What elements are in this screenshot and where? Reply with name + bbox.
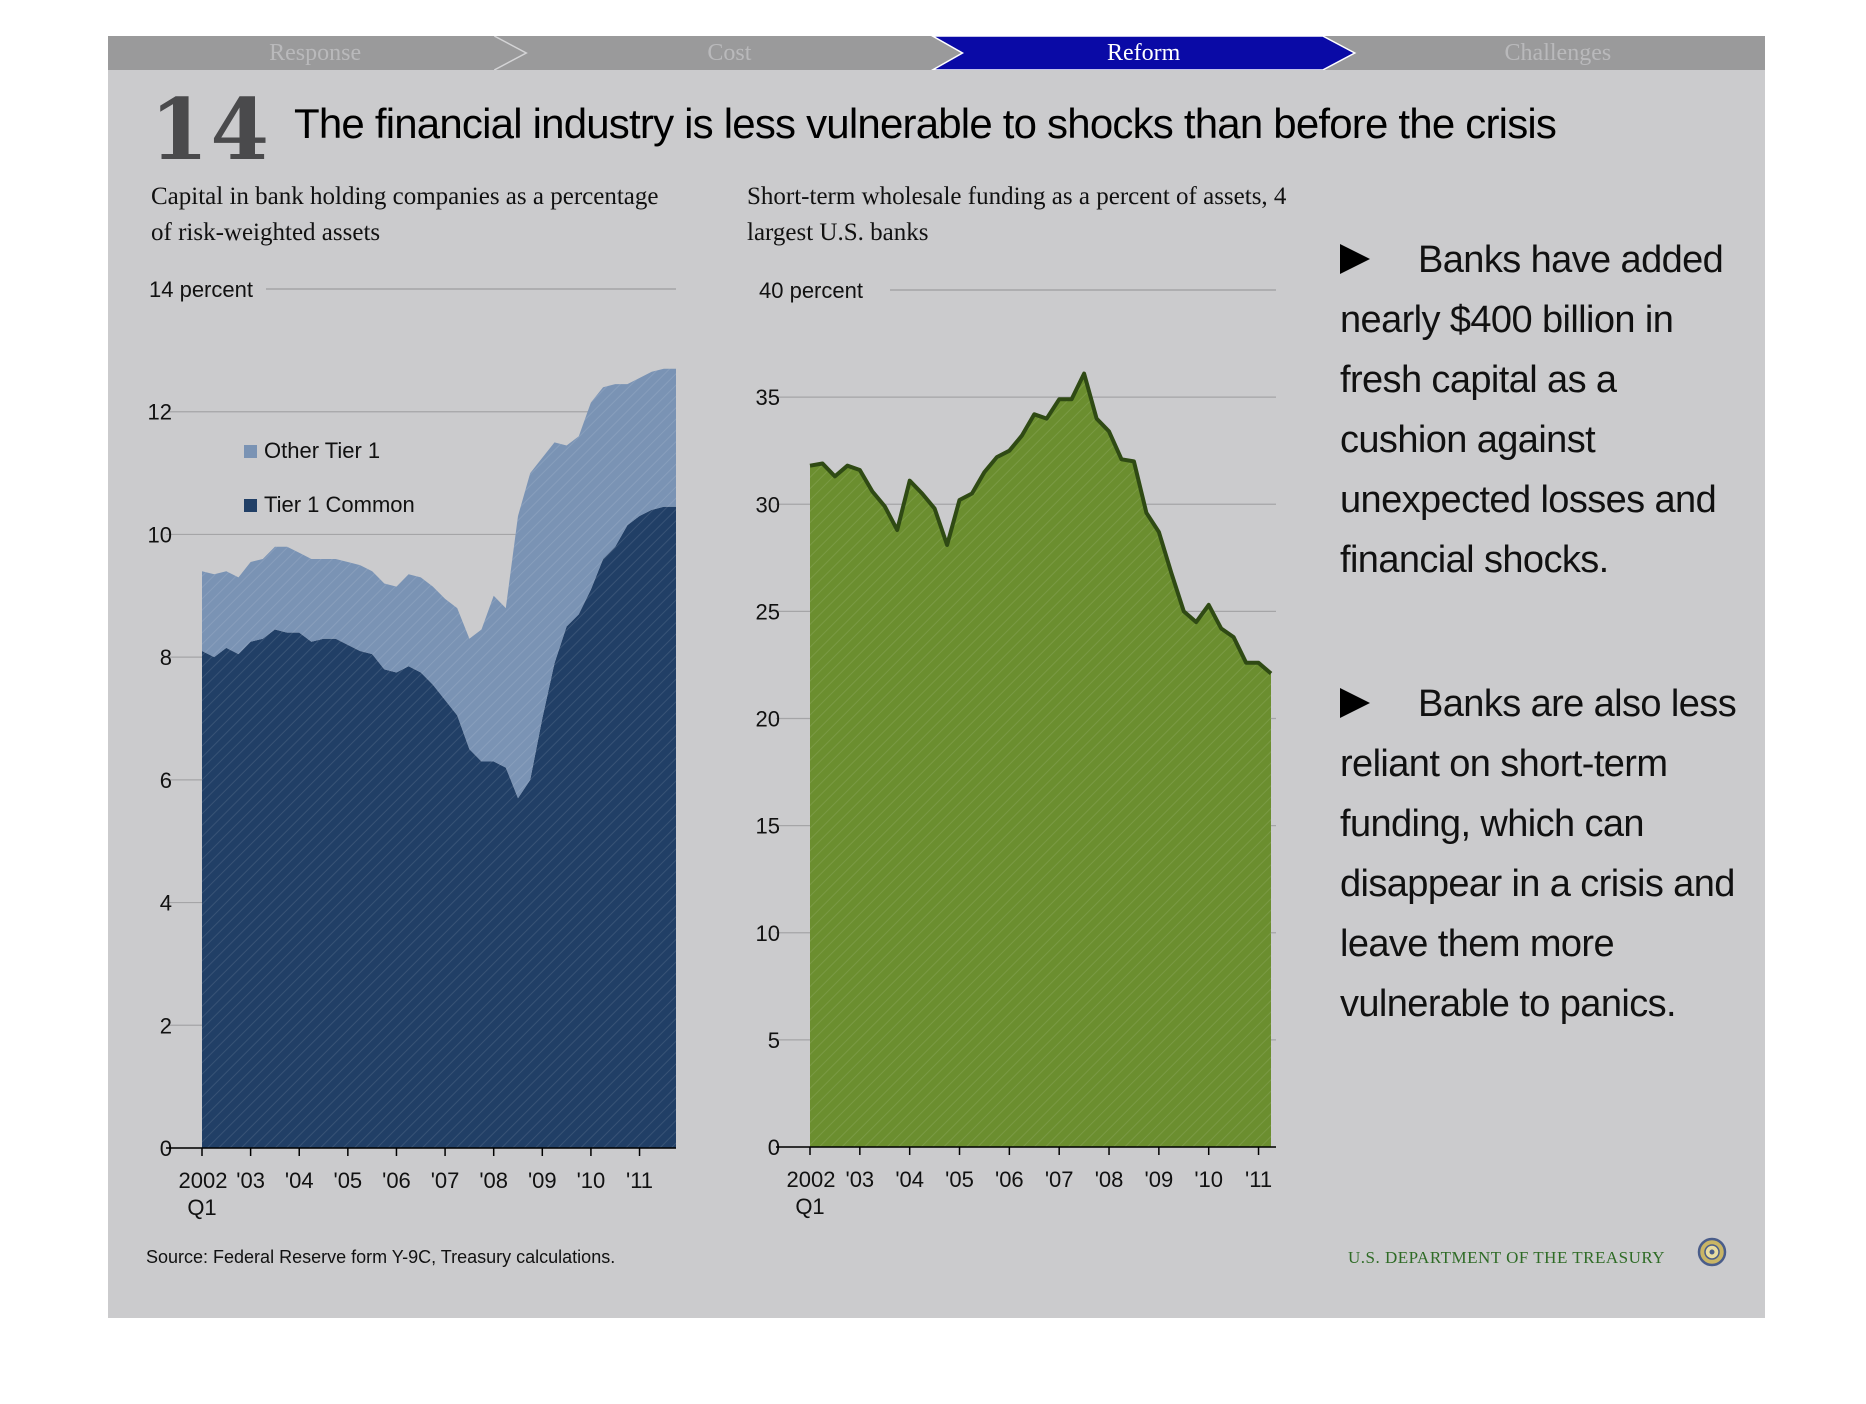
agency-name: U.S. DEPARTMENT OF THE TREASURY [1348,1248,1666,1267]
x-tick-label: '07 [431,1168,460,1193]
nav-tab-cost[interactable]: Cost [707,40,752,66]
series-line [809,371,1273,676]
x-tick-label: 2002 [787,1167,836,1192]
x-tick-label: '04 [285,1168,314,1193]
x-tick-label: '06 [995,1167,1024,1192]
y-tick-label: 2 [160,1013,172,1038]
y-tick-label: 0 [768,1135,780,1160]
capital-chart-title: Capital in bank holding companies as a p… [151,183,659,246]
y-tick-label: 5 [768,1028,780,1053]
x-tick-label: '03 [236,1168,265,1193]
y-tick-label: 4 [160,891,172,916]
y-tick-label: 20 [756,707,780,732]
slide: Response Cost Reform Challenges 14 The fina… [108,36,1765,1318]
funding-chart-title: Short-term wholesale funding as a percen… [747,183,1287,246]
bullet-funding: Banks are also less reliant on short-ter… [1340,674,1740,1034]
area-hatch [202,506,676,1148]
x-tick-label: '09 [528,1168,557,1193]
y-tick-label: 35 [756,385,780,410]
y-axis-top-label: 40 percent [759,278,863,303]
x-tick-label: '03 [846,1167,875,1192]
nav-tab-challenges[interactable]: Challenges [1504,40,1612,66]
bullet-list: Banks have added nearly $400 billion in … [1340,230,1740,1118]
y-axis-top-label: 14 percent [149,277,253,302]
x-tick-label: '06 [382,1168,411,1193]
nav-active-chevron [930,36,1357,70]
bullet-arrow-icon [1340,688,1370,718]
x-tick-label: 2002 [179,1168,228,1193]
y-tick-label: 30 [756,492,780,517]
x-tick-label: '09 [1145,1167,1174,1192]
x-tick-label: '04 [895,1167,924,1192]
nav-chevron-icon [493,36,528,70]
capital-area-chart: 14 percent 0 2 4 6 8 10 12 2002 '03 '04 '05 '06 '07 '0… [148,277,676,1220]
bullet-arrow-icon [1340,244,1370,274]
y-tick-label: 8 [160,645,172,670]
treasury-seal-icon [1697,1237,1727,1267]
y-tick-label: 0 [160,1136,172,1161]
source-note: Source: Federal Reserve form Y-9C, Treas… [146,1247,616,1267]
y-tick-label: 10 [756,921,780,946]
y-tick-label: 15 [756,814,780,839]
x-tick-label: '08 [1095,1167,1124,1192]
x-tick-label: '11 [626,1168,653,1193]
legend-swatch [244,445,257,458]
bullet-capital: Banks have added nearly $400 billion in … [1340,230,1740,590]
area-hatch [810,373,1271,1148]
x-tick-sublabel: Q1 [795,1194,824,1219]
x-tick-label: '08 [479,1168,508,1193]
y-tick-label: 25 [756,599,780,624]
nav-tab-response[interactable]: Response [269,40,362,66]
funding-area-chart: 40 percent 0 5 10 15 20 25 30 35 2002 '03 '04 '05 '06… [756,278,1276,1219]
legend-label: Tier 1 Common [264,492,415,517]
x-tick-label: '05 [334,1168,363,1193]
x-tick-label: '10 [577,1168,606,1193]
y-tick-label: 12 [148,400,172,425]
slide-title: The financial industry is less vulnerabl… [294,100,1557,147]
section-nav-bar: Response Cost Reform Challenges [108,36,1765,70]
legend-label: Other Tier 1 [264,438,380,463]
y-tick-label: 10 [148,522,172,547]
nav-arrow-shapes [493,36,1357,70]
x-tick-label: '11 [1245,1167,1272,1192]
bullet-text: Banks have added nearly $400 billion in … [1340,239,1724,581]
x-tick-sublabel: Q1 [187,1195,216,1220]
bullet-text: Banks are also less reliant on short-ter… [1340,683,1737,1025]
legend-swatch [244,499,257,512]
x-tick-label: '07 [1045,1167,1074,1192]
x-tick-label: '10 [1194,1167,1223,1192]
nav-tab-reform[interactable]: Reform [1106,40,1181,66]
y-tick-label: 6 [160,768,172,793]
x-tick-label: '05 [945,1167,974,1192]
area-hatch [202,368,676,799]
slide-number: 14 [150,80,271,179]
